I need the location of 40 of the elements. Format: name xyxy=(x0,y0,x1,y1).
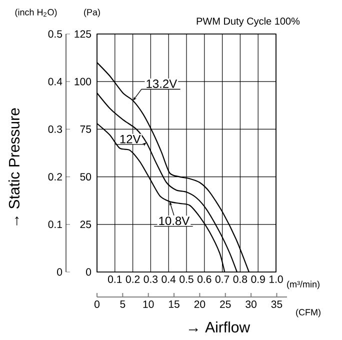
x-tick-label: 0.3 xyxy=(144,276,158,283)
text: (m³/min) xyxy=(287,280,320,290)
x-tick-label: 0.9 xyxy=(251,276,265,283)
y2-tick-label: 0 xyxy=(86,268,92,276)
x-tick-label: 0.8 xyxy=(233,276,248,283)
text: (Pa) xyxy=(84,8,100,18)
x-tick-label: 1.0 xyxy=(270,276,283,283)
x2-tick-label: 5 xyxy=(120,300,126,308)
x2-tick-label: 25 xyxy=(220,300,231,308)
y-tick-label: 0.2 xyxy=(48,173,62,181)
x-tick-label: 0.1 xyxy=(108,276,122,283)
y2-tick-label: 75 xyxy=(80,126,92,133)
y-tick-label: 0 xyxy=(57,268,62,276)
legend-label: 12V xyxy=(120,134,141,144)
x2-tick-label: 0 xyxy=(94,300,100,308)
y-tick-label: 0.4 xyxy=(48,78,62,86)
x2-tick-label: 10 xyxy=(143,300,154,308)
text: (inch H$_{2}$O) xyxy=(15,8,57,18)
y-tick-label: 0.3 xyxy=(48,125,62,133)
x-tick-label: 0.5 xyxy=(180,276,194,283)
y2-tick-label: 100 xyxy=(74,78,92,86)
x-tick-label: 0.7 xyxy=(215,276,230,283)
y-axis-title: → Static Pressure xyxy=(8,108,20,226)
x2-tick-label: 35 xyxy=(271,300,282,308)
y2-tick-label: 50 xyxy=(80,173,92,181)
x-tick-label: 0.6 xyxy=(198,276,212,283)
x-tick-label: 0.4 xyxy=(162,276,176,283)
chart-title: PWM Duty Cycle 100% xyxy=(196,17,300,27)
x2-tick-label: 15 xyxy=(168,300,180,308)
series-label: 13.2V xyxy=(146,80,178,88)
y2-tick-label: 25 xyxy=(80,220,92,228)
x-axis-title: → Airflow xyxy=(188,321,250,332)
y2-tick-label: 125 xyxy=(74,30,92,38)
x-tick-label: 0.2 xyxy=(126,276,140,283)
series-label: 10.8V xyxy=(159,216,190,226)
x2-tick-label: 20 xyxy=(194,300,206,308)
text: (CFM) xyxy=(296,308,320,318)
y-tick-label: 0.1 xyxy=(48,220,62,228)
x2-tick-label: 30 xyxy=(246,300,256,308)
y-tick-label: 0.5 xyxy=(48,30,62,38)
